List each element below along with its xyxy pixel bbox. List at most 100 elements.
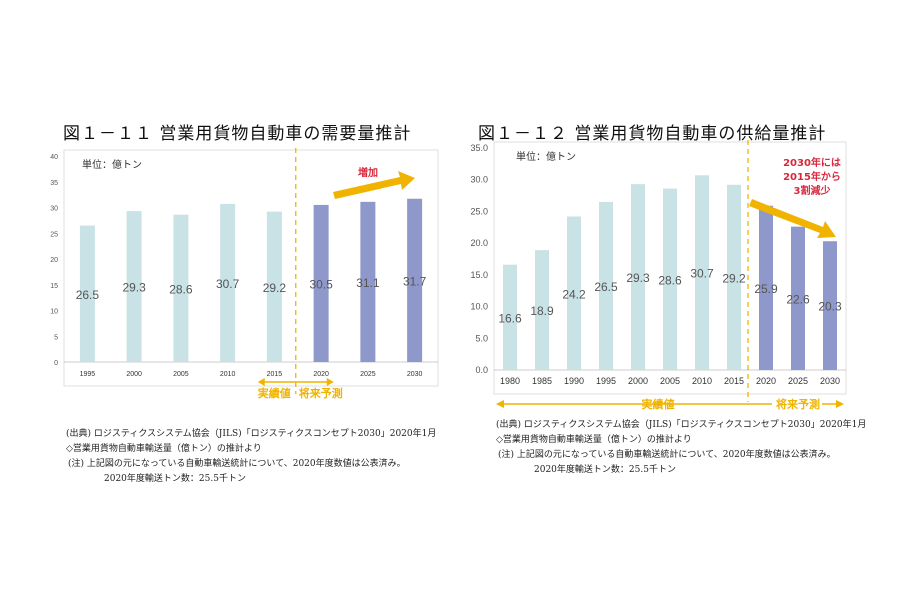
chart1-ytick-label: 5 [54,334,58,341]
chart2-category-label: 2005 [660,376,680,386]
chart1-ytick-label: 10 [50,309,58,316]
chart2-range-arrow-left-head [496,400,504,408]
chart1-bar [79,225,95,362]
chart2-unit-label: 単位：億トン [516,150,576,163]
chart1-value-label: 30.5 [309,277,333,291]
chart1-value-label: 29.2 [263,281,287,295]
chart2-category-label: 2015 [724,376,744,386]
chart1-category-label: 1995 [80,371,96,378]
chart2-callout-line: 2030年には [783,156,841,169]
chart2-value-label: 25.9 [754,282,778,296]
chart2-forecast-label: 将来予測 [776,397,820,411]
chart2-category-label: 1980 [500,376,520,386]
chart1-value-label: 26.5 [76,288,100,302]
chart1-category-label: 2005 [173,371,189,378]
chart1-category-label: 2025 [360,371,376,378]
chart2-ytick-label: 35.0 [470,143,488,153]
chart1-bar [360,201,376,362]
chart1-bar [313,204,329,362]
chart1-unit-label: 単位：億トン [82,158,142,171]
chart1-ytick-label: 15 [50,283,58,290]
chart2-bar [695,175,709,370]
chart2-value-label: 20.3 [818,300,842,314]
chart2-bar [567,216,581,370]
chart1-bar [126,211,142,362]
chart2-value-label: 30.7 [690,267,714,281]
chart2-bar [823,241,837,370]
chart1-ytick-label: 0 [54,360,58,367]
chart2-ytick-label: 25.0 [470,206,488,216]
chart2-bar [599,201,613,370]
chart1-category-label: 2000 [126,371,142,378]
chart1-bar [220,203,236,362]
chart1-range-arrow-right-head [326,378,334,386]
chart1-increase-label: 増加 [358,166,378,179]
chart2-bar [727,184,741,370]
chart1-value-label: 29.3 [122,281,146,295]
chart2-category-label: 2020 [756,376,776,386]
chart2-forecast-label-bg [772,396,822,411]
chart1-note-tonnage: 2020年度輸送トン数：25.5千トン [104,474,246,484]
chart2-category-label: 1985 [532,376,552,386]
chart2-note-source: (出典) ロジスティクスシステム協会（JILS)「ロジスティクスコンセプト203… [496,420,867,430]
chart1-category-label: 2010 [220,371,236,378]
chart1-value-label: 31.1 [356,276,380,290]
chart2-category-label: 1995 [596,376,616,386]
chart1-notes: (出典) ロジスティクスシステム協会（JILS)「ロジスティクスコンセプト203… [66,427,436,487]
chart2-value-label: 24.2 [562,287,586,301]
chart1-note-remark: (注) 上記図の元になっている自動車輸送統計について、2020年度数値は公表済み… [68,459,406,469]
chart1-value-label: 28.6 [169,282,193,296]
chart2-callout-line: 2015年から [783,170,841,183]
chart2-category-label: 2025 [788,376,808,386]
chart2-value-label: 29.3 [626,271,650,285]
chart1-note-basis: ◇営業用貨物自動車輸送量（億トン）の推計より [66,444,262,454]
chart2-notes: (出典) ロジスティクスシステム協会（JILS)「ロジスティクスコンセプト203… [496,418,866,478]
chart1-category-label: 2015 [267,371,283,378]
chart1-note-source: (出典) ロジスティクスシステム協会（JILS)「ロジスティクスコンセプト203… [66,429,437,439]
chart2-bar [663,188,677,370]
chart1-bar [173,214,189,362]
chart1-range-arrow-left-head [257,378,265,386]
chart2-callout-line: 3割減少 [794,184,831,197]
chart2-category-label: 1990 [564,376,584,386]
chart2-value-label: 22.6 [786,292,810,306]
chart2-ytick-label: 0.0 [475,365,488,375]
chart2-bar [791,226,805,370]
chart2-value-label: 26.5 [594,280,618,294]
chart2-note-basis: ◇営業用貨物自動車輸送量（億トン）の推計より [496,435,692,445]
chart1-value-label: 31.7 [403,274,427,288]
chart2-category-label: 2000 [628,376,648,386]
chart2-decrease-arrow [749,199,836,238]
chart1-ytick-label: 25 [50,231,58,238]
chart2-value-label: 18.9 [530,304,554,318]
chart1-frame [63,149,439,387]
chart2-bar [631,184,645,370]
chart1-category-label: 2020 [313,371,329,378]
chart2-ytick-label: 15.0 [470,270,488,280]
chart1-value-label: 30.7 [216,277,240,291]
chart1-category-label: 2030 [407,371,423,378]
chart1-ytick-label: 20 [50,257,58,264]
chart1-increase-arrow [333,171,415,199]
chart2-ytick-label: 30.0 [470,175,488,185]
chart2-title: 図１－１２ 営業用貨物自動車の供給量推計 [478,124,827,144]
chart1-bar [407,198,423,362]
chart1-ytick-label: 30 [50,206,58,213]
chart2-range-arrow-right-head [836,400,844,408]
chart2-ytick-label: 5.0 [475,333,488,343]
chart2-actual-label: 実績値 [642,397,675,411]
chart2-ytick-label: 20.0 [470,238,488,248]
chart1-ytick-label: 40 [50,154,58,161]
chart1-forecast-label: 将来予測 [299,386,343,400]
chart2-frame [493,141,847,395]
chart2-ytick-label: 10.0 [470,302,488,312]
chart2-category-label: 2010 [692,376,712,386]
chart2-note-tonnage: 2020年度輸送トン数：25.5千トン [534,465,676,475]
chart2-note-remark: (注) 上記図の元になっている自動車輸送統計について、2020年度数値は公表済み… [498,450,836,460]
chart1-ytick-label: 35 [50,180,58,187]
chart2-bar [759,205,773,370]
chart2-category-label: 2030 [820,376,840,386]
chart2-value-label: 28.6 [658,273,682,287]
